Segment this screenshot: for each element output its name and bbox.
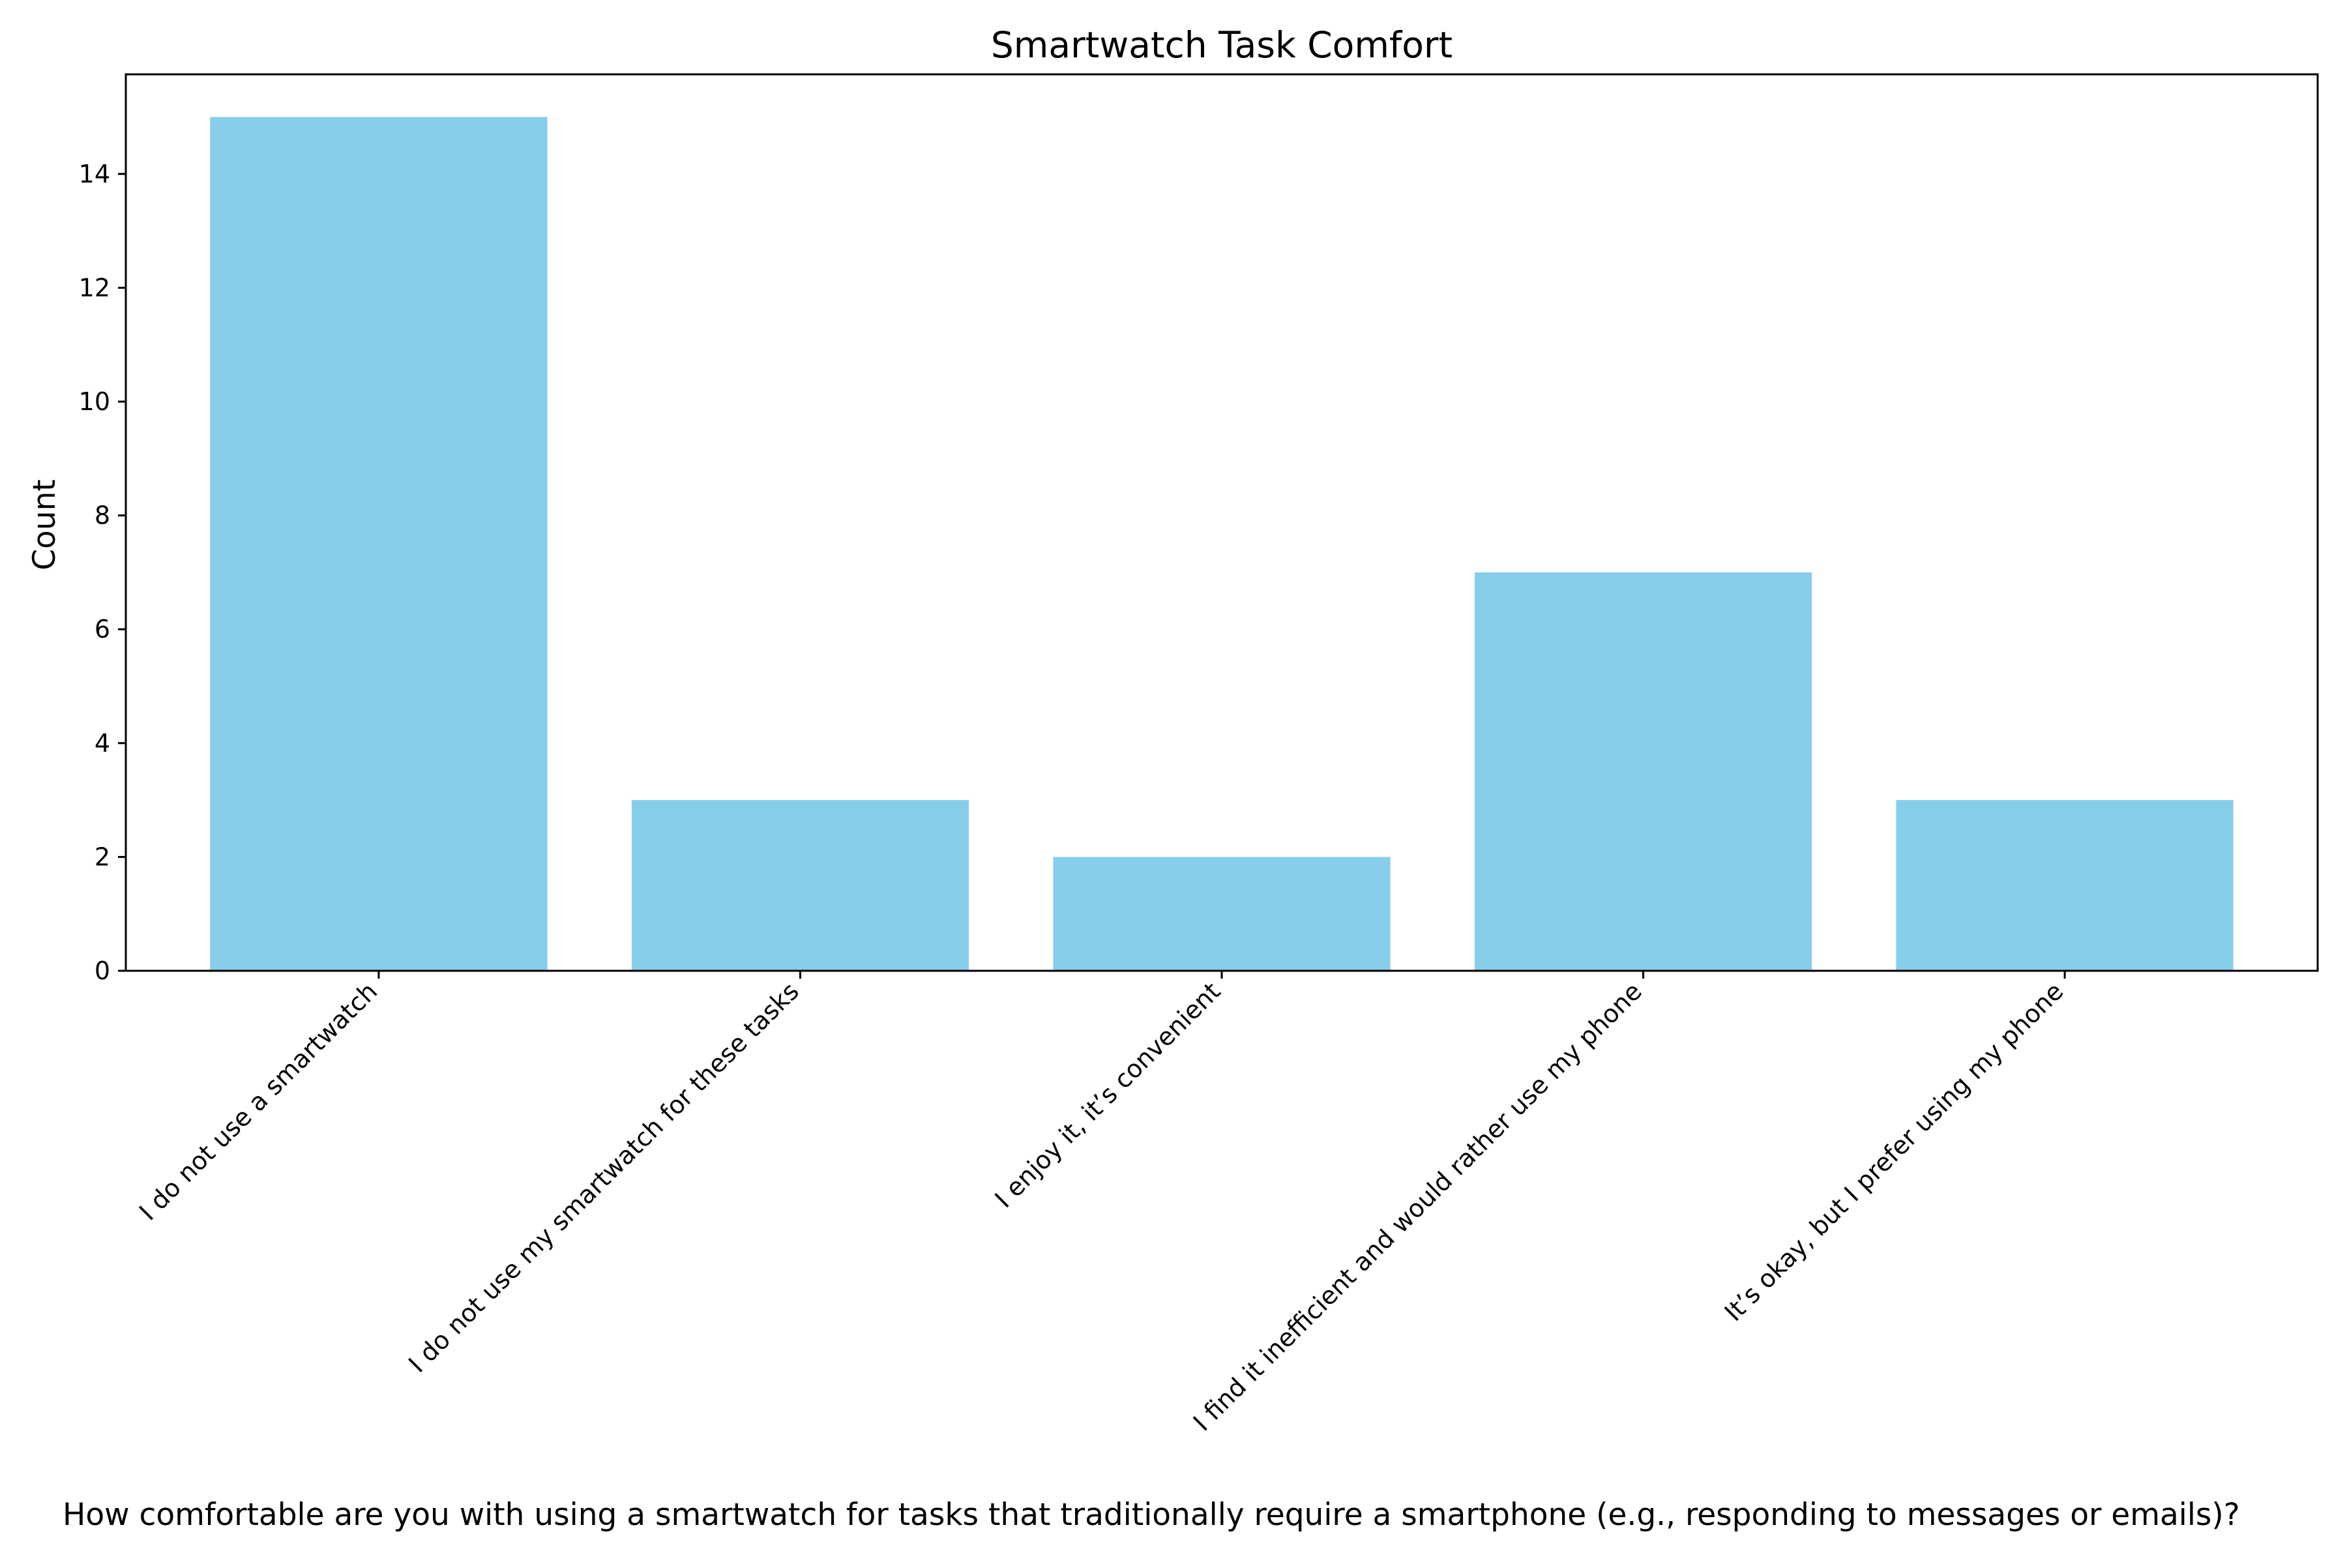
- y-tick-label: 14: [79, 160, 110, 188]
- bars-layer: [210, 117, 2234, 971]
- x-tick-label: It’s okay, but I prefer using my phone: [1719, 977, 2069, 1327]
- y-tick-label: 4: [95, 729, 110, 758]
- x-axis-label: How comfortable are you with using a sma…: [63, 1497, 2240, 1533]
- y-axis-label: Count: [27, 479, 63, 570]
- y-tick-label: 10: [79, 387, 110, 416]
- plot-frame: [125, 73, 2319, 972]
- bar: [210, 117, 548, 971]
- y-tick-label: 6: [95, 615, 110, 643]
- bar: [631, 800, 969, 971]
- x-tick-label: I do not use a smartwatch: [134, 977, 383, 1226]
- x-tick-label: I enjoy it, it’s convenient: [989, 977, 1226, 1213]
- bar: [1474, 572, 1812, 971]
- chart-title: Smartwatch Task Comfort: [991, 24, 1453, 66]
- bar: [1896, 800, 2234, 971]
- x-tick-label: I find it inefficient and would rather u…: [1188, 977, 1647, 1436]
- y-tick-label: 0: [95, 956, 110, 985]
- x-tick-label: I do not use my smartwatch for these tas…: [403, 977, 804, 1378]
- y-tick-label: 12: [79, 273, 110, 302]
- x-axis-ticks: I do not use a smartwatch I do not use my…: [134, 971, 2069, 1436]
- y-axis-ticks: 0 2 4 6 8 10 12 14: [79, 160, 126, 985]
- y-tick-label: 2: [95, 842, 110, 871]
- y-tick-label: 8: [95, 501, 110, 530]
- bar: [1053, 857, 1391, 971]
